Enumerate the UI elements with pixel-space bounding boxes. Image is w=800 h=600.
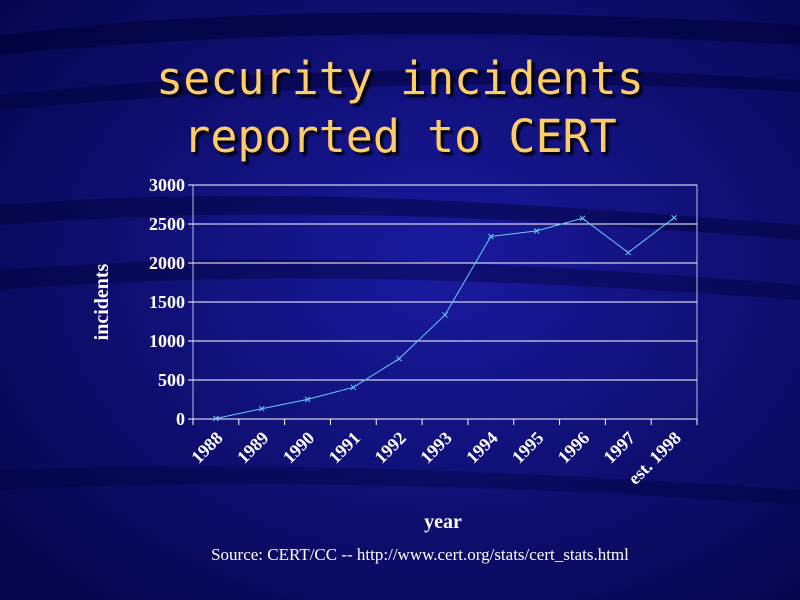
data-point [396, 355, 403, 362]
x-tick-label: 1988 [187, 428, 227, 468]
x-tick-label: 1995 [508, 428, 548, 468]
y-axis-title: incidents [91, 263, 113, 340]
y-tick-label: 2500 [149, 214, 185, 234]
x-tick-label: 1990 [279, 428, 319, 468]
y-tick-label: 500 [158, 370, 185, 390]
y-tick-label: 1500 [149, 292, 185, 312]
data-point [304, 396, 311, 403]
series-line [215, 217, 675, 420]
y-tick-label: 0 [176, 409, 185, 429]
data-point [487, 233, 494, 240]
x-tick-label: 1993 [416, 428, 456, 468]
slide-title: security incidents reported to CERT [0, 50, 800, 166]
data-point [579, 215, 586, 222]
x-axis-title: year [424, 511, 462, 533]
data-point [350, 384, 357, 391]
x-tick-label: 1997 [600, 428, 640, 468]
title-line-1: security incidents [156, 52, 644, 105]
data-point [671, 214, 677, 221]
data-point [258, 405, 265, 412]
x-tick-label: 1994 [462, 428, 502, 468]
y-tick-label: 3000 [149, 175, 185, 195]
x-tick-label: 1996 [554, 428, 594, 468]
data-point [213, 415, 219, 422]
x-tick-label: 1991 [325, 428, 365, 468]
data-point [625, 249, 632, 256]
x-tick-label: 1992 [370, 428, 410, 468]
source-caption: Source: CERT/CC -- http://www.cert.org/s… [211, 545, 629, 564]
x-tick-label: 1989 [233, 428, 273, 468]
title-line-2: reported to CERT [183, 110, 617, 163]
y-tick-label: 2000 [149, 253, 185, 273]
y-tick-label: 1000 [149, 331, 185, 351]
data-point [442, 312, 448, 318]
data-point [533, 228, 540, 234]
